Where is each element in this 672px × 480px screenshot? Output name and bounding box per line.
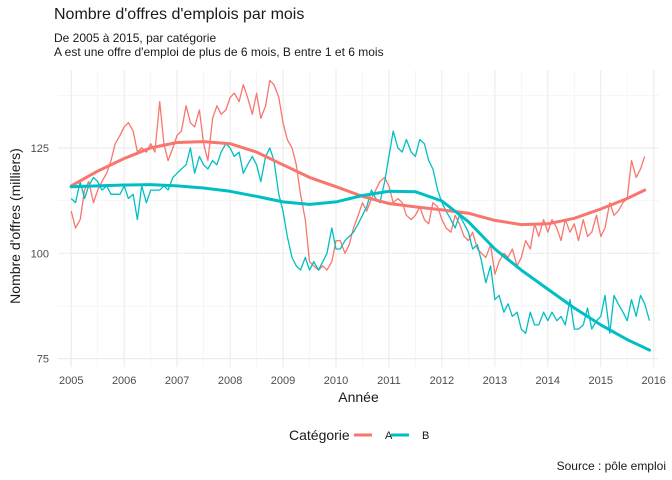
x-tick-label: 2007 — [165, 375, 189, 387]
legend: Catégorie A B — [289, 427, 429, 443]
x-tick-label: 2013 — [483, 375, 507, 387]
x-tick-label: 2005 — [59, 375, 83, 387]
legend-title: Catégorie — [289, 427, 350, 443]
x-tick-label: 2006 — [112, 375, 136, 387]
tick-labels: 2005 2006 2007 2008 2009 2010 2011 2012 2013 2014… — [31, 143, 666, 387]
series-A-line — [70, 79, 646, 275]
x-axis-title: Année — [338, 389, 379, 405]
x-tick-label: 2009 — [271, 375, 295, 387]
series-B-trend — [69, 183, 651, 352]
subtitle-line-2: A est une offre d'emploi de plus de 6 mo… — [54, 45, 384, 59]
subtitle-line-1: De 2005 à 2015, par catégorie — [54, 31, 217, 45]
legend-label-B: B — [422, 430, 429, 442]
grid — [58, 70, 659, 367]
x-tick-label: 2016 — [641, 375, 665, 387]
y-tick-label: 100 — [31, 248, 49, 260]
chart-subtitle: De 2005 à 2015, par catégorie A est une … — [54, 31, 384, 59]
x-tick-label: 2008 — [218, 375, 242, 387]
chart-caption: Source : pôle emploi — [556, 459, 666, 473]
series-B-line — [70, 130, 651, 334]
y-axis-title: Nombre d'offres (milliers) — [7, 148, 23, 304]
chart-title: Nombre d'offres d'emplois par mois — [54, 6, 305, 23]
x-tick-label: 2015 — [589, 375, 613, 387]
y-tick-label: 75 — [37, 354, 49, 366]
x-tick-label: 2011 — [377, 375, 401, 387]
series-A-trend — [69, 140, 647, 227]
y-tick-label: 125 — [31, 143, 49, 155]
series-layer — [69, 79, 651, 352]
legend-label-A: A — [385, 430, 393, 442]
x-tick-label: 2014 — [536, 375, 560, 387]
x-tick-label: 2010 — [324, 375, 348, 387]
x-tick-label: 2012 — [430, 375, 454, 387]
